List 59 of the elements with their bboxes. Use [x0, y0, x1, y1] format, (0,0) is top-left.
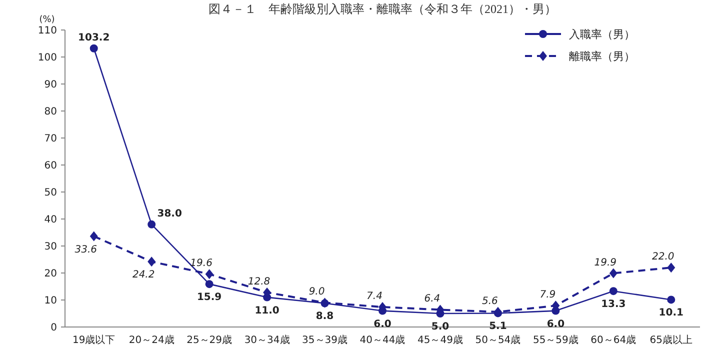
x-tick-label: 50～54歳 — [475, 334, 521, 346]
data-label: 11.0 — [254, 305, 280, 316]
data-label: 22.0 — [652, 252, 674, 263]
y-tick-label: 40 — [44, 214, 57, 226]
data-label: 103.2 — [78, 32, 110, 44]
legend-label: 離職率（男） — [569, 50, 635, 63]
x-tick-label: 30～34歳 — [244, 334, 290, 346]
y-tick-label: 0 — [50, 322, 57, 334]
data-label: 6.4 — [424, 294, 440, 305]
data-label: 7.9 — [540, 290, 556, 301]
data-label: 15.9 — [196, 292, 222, 304]
data-label: 5.0 — [431, 322, 450, 332]
y-tick-label: 90 — [44, 80, 57, 90]
x-tick-label: 65歳以上 — [650, 334, 693, 346]
point — [90, 44, 98, 52]
y-tick-label: 10 — [44, 296, 57, 306]
x-tick-label: 19歳以下 — [72, 334, 116, 346]
data-label: 19.9 — [594, 257, 617, 268]
y-tick-label: 50 — [44, 188, 57, 198]
point — [667, 296, 676, 304]
y-axis-title: (%) — [39, 15, 55, 25]
x-tick-label: 45～49歳 — [418, 334, 463, 346]
data-label: 9.0 — [308, 286, 325, 298]
point — [667, 262, 676, 273]
data-label: 6.0 — [546, 318, 565, 330]
data-label: 24.2 — [132, 270, 155, 281]
data-label: 7.4 — [366, 291, 382, 302]
data-label: 12.8 — [248, 276, 270, 288]
point — [90, 231, 98, 242]
point — [609, 268, 618, 278]
data-label: 33.6 — [74, 244, 97, 256]
data-label: 6.0 — [374, 318, 392, 330]
y-tick-label: 110 — [38, 26, 57, 36]
data-label: 10.1 — [658, 308, 684, 319]
x-tick-label: 55～59歳 — [532, 334, 578, 346]
y-tick-label: 60 — [44, 160, 57, 172]
x-tick-label: 40～44歳 — [360, 334, 406, 346]
y-tick-label: 100 — [38, 52, 57, 64]
x-tick-label: 20～24歳 — [128, 334, 174, 346]
data-label: 38.0 — [157, 208, 182, 220]
chart-title: 図４－１ 年齢階級別入職率・離職率（令和３年（2021）・男） — [208, 2, 556, 16]
y-tick-label: 20 — [44, 268, 57, 280]
point — [148, 256, 156, 267]
legend-label: 入職率（男） — [569, 28, 635, 41]
point — [205, 269, 214, 280]
data-label: 8.8 — [316, 311, 334, 322]
x-tick-label: 60～64歳 — [590, 334, 636, 346]
data-label: 5.1 — [489, 321, 507, 332]
y-tick-label: 70 — [44, 134, 57, 144]
x-tick-label: 25～29歳 — [186, 334, 232, 346]
data-label: 13.3 — [601, 299, 626, 310]
y-tick-label: 80 — [44, 106, 57, 118]
data-label: 5.6 — [482, 296, 498, 307]
point — [148, 220, 156, 228]
y-tick-label: 30 — [44, 242, 57, 252]
data-label: 19.6 — [190, 258, 212, 270]
x-tick-label: 35～39歳 — [302, 334, 348, 346]
point — [609, 287, 618, 296]
point — [205, 280, 214, 288]
